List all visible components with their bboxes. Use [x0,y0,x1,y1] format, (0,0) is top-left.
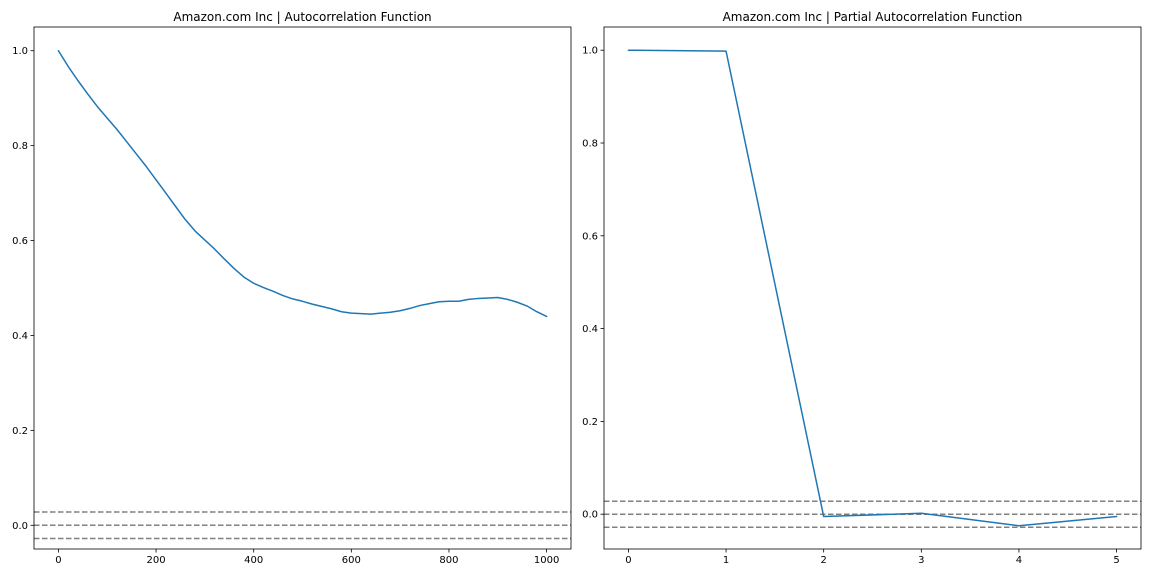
acf-y-tick-label: 0.2 [12,426,28,437]
pacf-y-tick-label: 0.6 [582,231,598,242]
pacf-y-tick-label: 0.2 [582,417,598,428]
pacf-panel: Amazon.com Inc | Partial Autocorrelation… [582,10,1142,566]
pacf-y-tick-label: 0.0 [582,510,598,521]
acf-y-tick-label: 0.6 [12,236,28,247]
pacf-y-tick-label: 1.0 [582,46,598,57]
pacf-x-tick-label: 5 [1113,555,1119,566]
acf-plot-frame [33,26,572,550]
pacf-series [627,49,1118,527]
acf-panel: Amazon.com Inc | Autocorrelation Functio… [12,10,572,566]
pacf-series-line-0 [627,49,1118,527]
pacf-x-tick-label: 1 [723,555,729,566]
acf-x-tick-label: 1000 [534,555,559,566]
pacf-y-tick-label: 0.8 [582,139,598,150]
pacf-x-tick-label: 2 [820,555,826,566]
acf-y-tick-label: 1.0 [12,46,28,57]
acf-series-line-0 [57,49,548,318]
acf-x-tick-label: 200 [146,555,165,566]
acf-series [57,49,548,318]
pacf-x-tick-label: 4 [1016,555,1022,566]
pacf-y-tick-label: 0.4 [582,324,598,335]
acf-x-tick-label: 800 [439,555,458,566]
acf-y-tick-label: 0.4 [12,331,28,342]
acf-y-tick-label: 0.8 [12,141,28,152]
pacf-plot-frame [603,26,1142,550]
acf-y-tick-label: 0.0 [12,521,28,532]
acf-x-tick-label: 400 [244,555,263,566]
acf-reference-lines [34,511,571,540]
acf-title: Amazon.com Inc | Autocorrelation Functio… [173,10,431,24]
pacf-x-tick-label: 0 [625,555,631,566]
acf-x-axis: 0 200 400 600 800 1000 [55,549,559,566]
pacf-x-axis: 0 1 2 3 4 5 [625,549,1120,566]
pacf-x-tick-label: 3 [918,555,924,566]
acf-x-tick-label: 600 [342,555,361,566]
acf-y-axis: 0.0 0.2 0.4 0.6 0.8 1.0 [12,46,34,532]
pacf-y-axis: 0.0 0.2 0.4 0.6 0.8 1.0 [582,46,604,521]
acf-x-tick-label: 0 [55,555,61,566]
pacf-title: Amazon.com Inc | Partial Autocorrelation… [723,10,1023,24]
